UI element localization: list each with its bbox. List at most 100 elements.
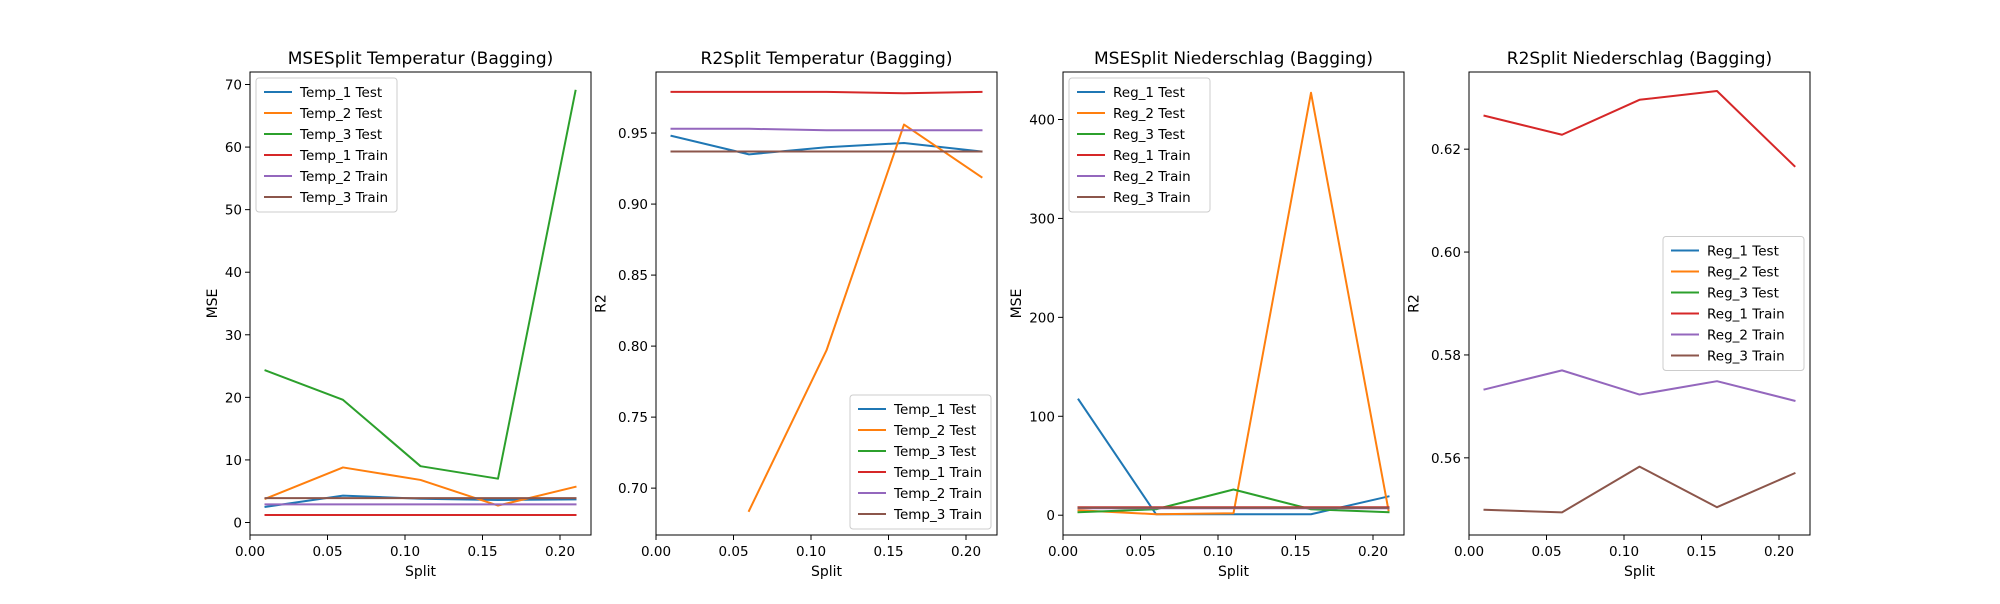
x-tick-label: 0.20 bbox=[951, 544, 981, 560]
legend-label: Temp_2 Train bbox=[893, 486, 982, 502]
y-axis-label: R2 bbox=[1407, 294, 1423, 313]
legend-label: Temp_2 Train bbox=[299, 169, 388, 185]
legend: Reg_1 Test Reg_2 Test Reg_3 Test Reg_1 Trai… bbox=[1068, 77, 1211, 213]
legend-label: Reg_3 Test bbox=[1707, 286, 1779, 302]
legend-label: Reg_2 Train bbox=[1113, 169, 1191, 185]
y-tick-label: 400 bbox=[1029, 112, 1055, 128]
legend: Temp_1 Test Temp_2 Test Temp_3 Test Temp_1 … bbox=[849, 394, 992, 530]
y-tick-label: 0.90 bbox=[618, 197, 648, 213]
y-tick-label: 0.95 bbox=[618, 126, 648, 142]
chart-panel-3: 0.00 0.05 0.10 0.15 0.200100200300400MSESpli… bbox=[1009, 49, 1405, 580]
x-tick-label: 0.15 bbox=[1686, 544, 1716, 560]
legend-label: Reg_1 Test bbox=[1113, 85, 1185, 101]
legend-box bbox=[849, 394, 992, 530]
series-line-temp-2-train bbox=[670, 127, 983, 132]
x-tick-label: 0.00 bbox=[1048, 544, 1078, 560]
x-tick-label: 0.10 bbox=[1609, 544, 1639, 560]
y-tick-label: 0.62 bbox=[1431, 142, 1461, 158]
series-lines bbox=[1483, 90, 1796, 514]
chart-panel-1: 0.00 0.05 0.10 0.15 0.20010203040506070MSESp… bbox=[205, 49, 592, 580]
y-tick-label: 30 bbox=[225, 328, 242, 344]
x-axis-label: Split bbox=[405, 564, 437, 580]
y-tick-label: 40 bbox=[225, 265, 242, 281]
y-tick-label: 0 bbox=[233, 515, 242, 531]
axes-frame bbox=[1062, 71, 1405, 536]
chart-title: MSESplit Niederschlag (Bagging) bbox=[1094, 49, 1373, 69]
series-line-temp-1-test bbox=[670, 134, 983, 156]
legend-label: Temp_3 Test bbox=[893, 444, 976, 460]
series-line-temp-3-test bbox=[264, 89, 577, 480]
y-tick-label: 0.80 bbox=[618, 339, 648, 355]
x-tick-label: 0.15 bbox=[1280, 544, 1310, 560]
series-line-reg-2-train bbox=[1483, 369, 1796, 402]
x-tick-label: 0.10 bbox=[390, 544, 420, 560]
x-axis-label: Split bbox=[1218, 564, 1250, 580]
legend-label: Temp_1 Test bbox=[299, 85, 382, 101]
legend-label: Temp_1 Train bbox=[893, 465, 982, 481]
axes-frame bbox=[249, 71, 592, 536]
x-tick-label: 0.05 bbox=[1531, 544, 1561, 560]
legend-label: Reg_2 Test bbox=[1113, 106, 1185, 122]
x-tick-label: 0.05 bbox=[312, 544, 342, 560]
y-tick-label: 0.75 bbox=[618, 410, 648, 426]
x-tick-label: 0.00 bbox=[1454, 544, 1484, 560]
series-lines bbox=[670, 90, 983, 513]
series-lines bbox=[264, 89, 577, 516]
y-tick-label: 70 bbox=[225, 78, 242, 94]
series-lines bbox=[1077, 91, 1390, 516]
y-axis-label: R2 bbox=[594, 294, 610, 313]
legend-label: Reg_3 Train bbox=[1707, 349, 1785, 365]
legend: Reg_1 Test Reg_2 Test Reg_3 Test Reg_1 Trai… bbox=[1662, 236, 1805, 371]
x-tick-label: 0.15 bbox=[467, 544, 497, 560]
y-tick-label: 0 bbox=[1046, 508, 1055, 524]
legend-box bbox=[1662, 236, 1805, 371]
legend-label: Reg_2 Test bbox=[1707, 265, 1779, 281]
x-tick-label: 0.00 bbox=[641, 544, 671, 560]
chart-title: R2Split Niederschlag (Bagging) bbox=[1507, 49, 1772, 69]
legend-label: Temp_1 Train bbox=[299, 148, 388, 164]
legend-box bbox=[1068, 77, 1211, 213]
y-axis-label: MSE bbox=[205, 289, 221, 319]
legend-label: Temp_3 Train bbox=[893, 507, 982, 523]
legend: Temp_1 Test Temp_2 Test Temp_3 Test Temp_1 … bbox=[255, 77, 398, 213]
chart-title: R2Split Temperatur (Bagging) bbox=[701, 49, 953, 69]
y-axis-label: MSE bbox=[1009, 289, 1025, 319]
legend-label: Reg_1 Train bbox=[1113, 148, 1191, 164]
legend-label: Temp_3 Train bbox=[299, 190, 388, 206]
x-axis-label: Split bbox=[811, 564, 843, 580]
y-tick-label: 200 bbox=[1029, 310, 1055, 326]
y-tick-label: 0.70 bbox=[618, 481, 648, 497]
axes-frame bbox=[655, 71, 998, 536]
x-tick-label: 0.05 bbox=[718, 544, 748, 560]
series-line-temp-1-train bbox=[670, 90, 983, 95]
series-line-reg-3-test bbox=[1077, 488, 1390, 514]
y-tick-label: 10 bbox=[225, 453, 242, 469]
chart-title: MSESplit Temperatur (Bagging) bbox=[288, 49, 554, 69]
x-tick-label: 0.10 bbox=[1203, 544, 1233, 560]
series-line-temp-2-test bbox=[264, 466, 577, 507]
y-tick-label: 0.56 bbox=[1431, 451, 1461, 467]
y-tick-label: 0.60 bbox=[1431, 245, 1461, 261]
chart-panel-2: 0.00 0.05 0.10 0.15 0.20 0.70 0.75 0.80 0.85 0.90… bbox=[594, 49, 998, 580]
chart-panel-4: 0.00 0.05 0.10 0.15 0.200.560.580.600.62R2Sp… bbox=[1407, 49, 1811, 580]
series-line-reg-3-train bbox=[1483, 465, 1796, 514]
x-tick-label: 0.00 bbox=[235, 544, 265, 560]
x-tick-label: 0.10 bbox=[796, 544, 826, 560]
y-tick-label: 50 bbox=[225, 203, 242, 219]
x-tick-label: 0.20 bbox=[1358, 544, 1388, 560]
series-line-reg-1-train bbox=[1483, 90, 1796, 168]
legend-label: Reg_1 Test bbox=[1707, 244, 1779, 260]
legend-label: Temp_2 Test bbox=[299, 106, 382, 122]
x-axis-label: Split bbox=[1624, 564, 1656, 580]
x-tick-label: 0.20 bbox=[545, 544, 575, 560]
legend-label: Temp_3 Test bbox=[299, 127, 382, 143]
y-tick-label: 0.58 bbox=[1431, 348, 1461, 364]
x-tick-label: 0.15 bbox=[873, 544, 903, 560]
x-tick-label: 0.05 bbox=[1125, 544, 1155, 560]
legend-label: Temp_2 Test bbox=[893, 423, 976, 439]
legend-label: Temp_1 Test bbox=[893, 402, 976, 418]
legend-box bbox=[255, 77, 398, 213]
y-tick-label: 20 bbox=[225, 390, 242, 406]
